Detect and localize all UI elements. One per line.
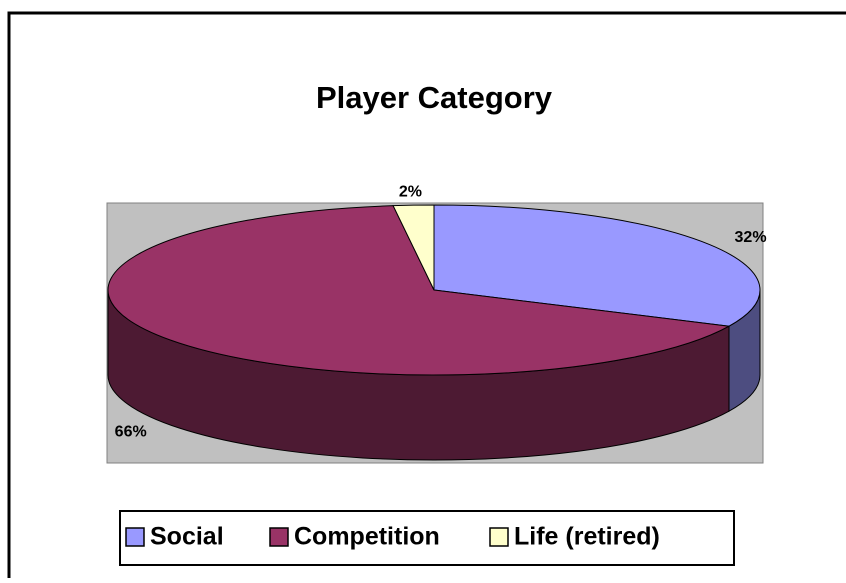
pie-slice — [392, 204, 435, 291]
legend-swatch — [489, 527, 509, 547]
data-label: 66% — [115, 424, 147, 441]
pie-slice — [107, 205, 731, 376]
chart-title: Player Category — [316, 80, 553, 115]
legend-label: Social — [150, 523, 224, 551]
data-label: 32% — [735, 229, 767, 246]
data-label: 2% — [399, 184, 422, 201]
legend — [119, 510, 735, 566]
legend-swatch — [125, 527, 145, 547]
legend-label: Competition — [294, 523, 440, 551]
legend-label: Life (retired) — [514, 523, 660, 551]
pie-slice — [433, 204, 761, 327]
legend-swatch — [269, 527, 289, 547]
